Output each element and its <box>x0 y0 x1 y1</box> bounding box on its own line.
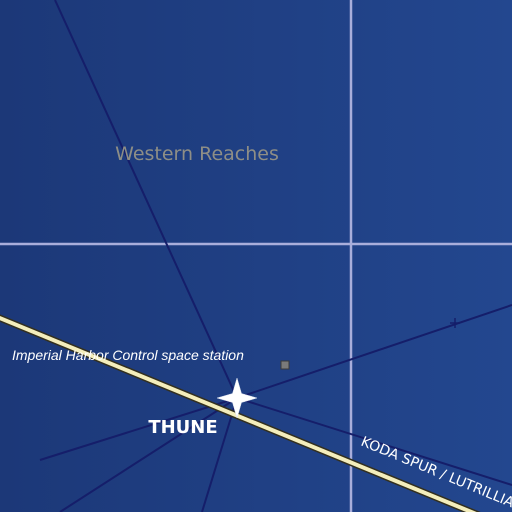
hyperlane[interactable] <box>59 397 238 512</box>
hyperlane[interactable] <box>39 397 238 461</box>
plus-marker-icon[interactable] <box>450 318 460 328</box>
planet-label[interactable]: THUNE <box>148 417 217 438</box>
hyperlane[interactable] <box>236 397 512 486</box>
hyperlane[interactable] <box>54 0 238 399</box>
hyperlanes <box>39 0 512 512</box>
square-marker-icon[interactable] <box>280 360 290 370</box>
four-point-star-icon[interactable] <box>216 377 258 419</box>
trade-route[interactable] <box>0 314 486 512</box>
hyperlane[interactable] <box>236 304 512 399</box>
region-label: Western Reaches <box>115 143 279 165</box>
station-label[interactable]: Imperial Harbor Control space station <box>12 347 244 363</box>
hyperlane[interactable] <box>201 397 238 512</box>
